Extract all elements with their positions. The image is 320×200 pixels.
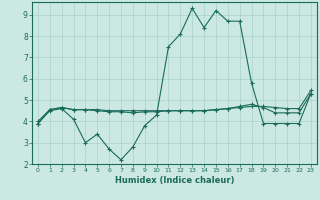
X-axis label: Humidex (Indice chaleur): Humidex (Indice chaleur) [115, 176, 234, 185]
